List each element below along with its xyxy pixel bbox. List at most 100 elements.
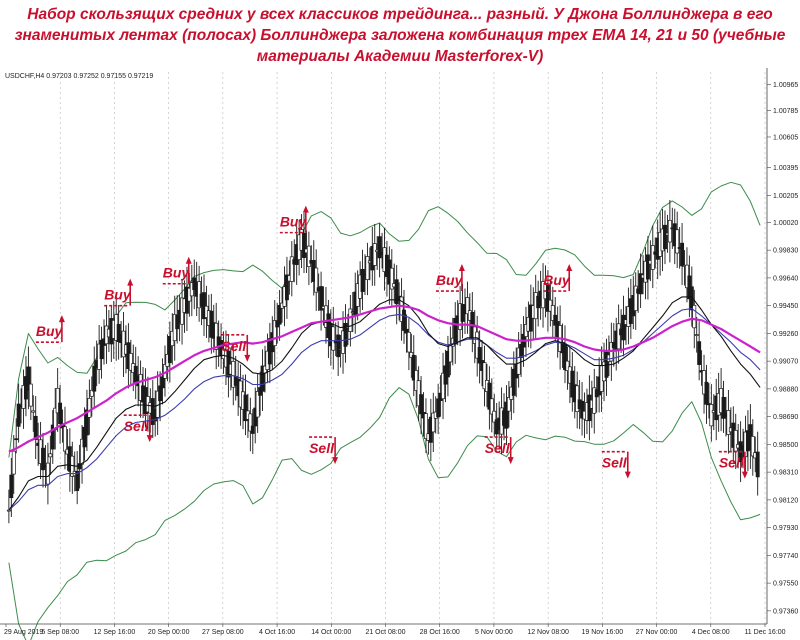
candle-body <box>277 304 282 325</box>
candle-body <box>92 365 97 392</box>
y-tick-label: 1.00785 <box>773 108 798 115</box>
buy-arrow-head <box>58 315 65 323</box>
x-tick-label: 5 Nov 00:00 <box>475 629 513 636</box>
y-tick-label: 0.98690 <box>773 414 798 421</box>
candle-body <box>448 343 453 363</box>
x-tick-label: 4 Oct 16:00 <box>259 629 295 636</box>
candle-body <box>404 328 409 334</box>
candle-body <box>697 341 702 365</box>
y-tick-label: 0.97550 <box>773 581 798 588</box>
candle-body <box>167 335 172 363</box>
y-tick-label: 0.98500 <box>773 442 798 449</box>
candle-body <box>399 296 404 322</box>
candle-body <box>214 322 219 350</box>
candle-body <box>84 409 89 436</box>
candle-body <box>331 326 336 351</box>
sell-arrow-head <box>507 457 514 465</box>
x-tick-label: 27 Sep 08:00 <box>202 629 244 636</box>
candle-body <box>41 447 45 471</box>
sell-label: Sell <box>124 418 150 434</box>
sell-label: Sell <box>309 440 335 456</box>
y-tick-label: 1.00205 <box>773 193 798 200</box>
candle-body <box>645 254 650 280</box>
candle-body <box>116 324 121 343</box>
candle-body <box>243 394 248 422</box>
candle-body <box>26 366 31 391</box>
candle-body <box>58 402 63 425</box>
y-tick-label: 0.99640 <box>773 275 798 282</box>
candle-body <box>424 413 428 439</box>
candle-body <box>406 331 411 353</box>
candle-body <box>11 450 16 475</box>
buy-label: Buy <box>280 214 308 230</box>
candle-body <box>453 318 458 345</box>
candle-body <box>377 236 382 259</box>
candle-body <box>250 425 255 434</box>
candle-body <box>272 320 277 346</box>
candle-body <box>372 243 377 266</box>
x-tick-label: 28 Oct 16:00 <box>420 629 460 636</box>
title-line-2: знаменитых лентах (полосах) Боллинджера … <box>14 27 786 44</box>
candle-body <box>553 314 558 326</box>
candle-body <box>302 232 306 258</box>
candle-body <box>650 245 655 270</box>
x-tick-label: 21 Oct 08:00 <box>365 629 405 636</box>
candle-body <box>431 412 436 433</box>
candle-body <box>202 292 206 320</box>
buy-arrow-head <box>127 278 134 286</box>
buy-arrow-head <box>185 256 192 264</box>
candle-body <box>487 382 492 410</box>
sell-label: Sell <box>602 455 628 471</box>
title-line-3: материалы Академии Masterforex-V) <box>256 48 544 65</box>
candle-body <box>575 385 580 413</box>
y-tick-label: 1.00605 <box>773 134 798 141</box>
y-tick-label: 0.99450 <box>773 303 798 310</box>
y-tick-label: 0.98880 <box>773 386 798 393</box>
candle-body <box>667 219 672 243</box>
candle-body <box>694 334 699 336</box>
y-tick-label: 0.98310 <box>773 470 798 477</box>
candle-body <box>680 242 685 267</box>
y-tick-label: 0.99830 <box>773 248 798 255</box>
candle-body <box>336 334 341 358</box>
candle-body <box>158 385 163 402</box>
candle-body <box>545 284 550 312</box>
candles <box>6 200 760 524</box>
candle-body <box>755 451 760 478</box>
candle-body <box>621 314 626 341</box>
bollinger-lower-band <box>8 387 761 640</box>
candle-body <box>365 256 370 280</box>
candle-body <box>675 229 680 254</box>
candle-body <box>394 279 399 305</box>
x-tick-label: 4 Dec 08:00 <box>692 629 730 636</box>
candle-body <box>750 436 755 457</box>
x-tick-label: 19 Nov 16:00 <box>582 629 624 636</box>
candle-body <box>260 365 265 392</box>
x-tick-label: 5 Sep 08:00 <box>41 629 79 636</box>
candle-body <box>348 308 353 332</box>
x-tick-label: 20 Sep 00:00 <box>148 629 190 636</box>
y-tick-label: 1.00395 <box>773 165 798 172</box>
candle-body <box>50 424 55 450</box>
x-tick-label: 12 Sep 16:00 <box>94 629 136 636</box>
candle-body <box>99 339 104 360</box>
candle-body <box>477 347 482 364</box>
candle-body <box>492 410 497 423</box>
candle-body <box>416 380 421 407</box>
candle-body <box>570 370 575 398</box>
candle-body <box>402 309 406 331</box>
title-line-1: Набор скользящих средних у всех классико… <box>27 6 773 23</box>
y-tick-label: 0.98120 <box>773 497 798 504</box>
candle-body <box>14 438 19 441</box>
candle-body <box>45 462 50 485</box>
y-tick-label: 0.97740 <box>773 553 798 560</box>
candle-body <box>121 330 126 358</box>
sell-arrow-head <box>624 471 631 479</box>
buy-arrow-head <box>566 264 573 272</box>
buy-arrow-head <box>458 264 465 272</box>
candle-body <box>319 286 324 311</box>
ema-lines <box>8 296 761 511</box>
buy-label: Buy <box>104 287 132 303</box>
y-tick-label: 0.99260 <box>773 331 798 338</box>
candle-body <box>28 383 33 407</box>
